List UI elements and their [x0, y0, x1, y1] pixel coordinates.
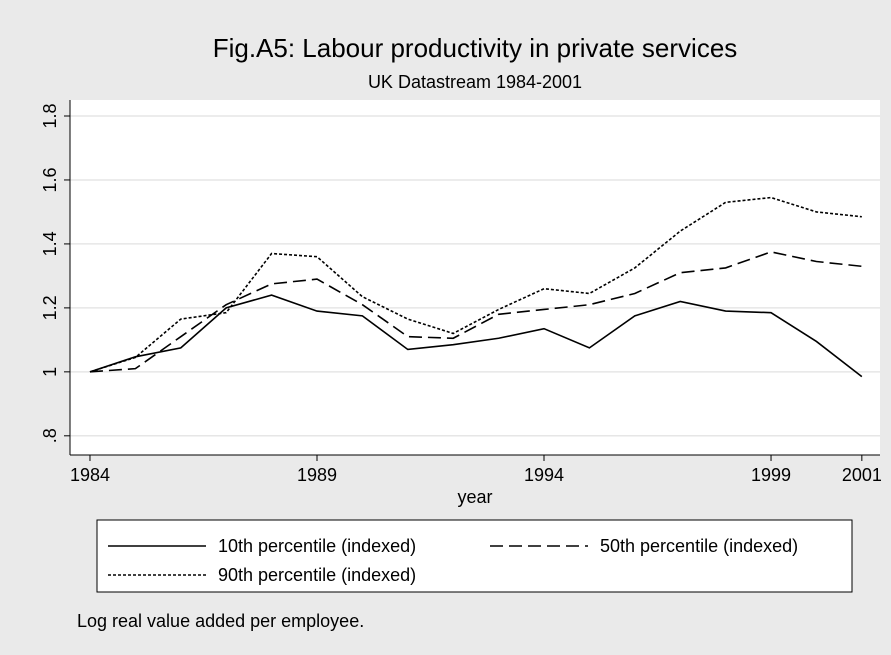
plot-area	[70, 100, 880, 455]
x-tick-label: 1984	[70, 465, 110, 485]
legend-label: 90th percentile (indexed)	[218, 565, 416, 585]
note: Log real value added per employee.	[77, 611, 364, 631]
data-line	[89, 196, 862, 373]
y-tick-label: 1.6	[40, 167, 60, 192]
legend-box	[96, 519, 853, 593]
y-tick-label: 1	[40, 367, 60, 377]
legend-label: 10th percentile (indexed)	[218, 536, 416, 556]
x-tick-label: 2001	[842, 465, 882, 485]
x-axis-title: year	[457, 487, 492, 507]
y-tick-label: 1.8	[40, 103, 60, 128]
legend-label: 50th percentile (indexed)	[600, 536, 798, 556]
data-line	[89, 251, 862, 373]
chart-subtitle: UK Datastream 1984-2001	[368, 72, 582, 92]
x-tick-label: 1999	[751, 465, 791, 485]
x-tick-label: 1994	[524, 465, 564, 485]
chart-title: Fig.A5: Labour productivity in private s…	[213, 33, 738, 63]
x-tick-label: 1989	[297, 465, 337, 485]
y-tick-label: 1.4	[40, 231, 60, 256]
y-tick-label: .8	[40, 428, 60, 443]
y-tick-label: 1.2	[40, 295, 60, 320]
